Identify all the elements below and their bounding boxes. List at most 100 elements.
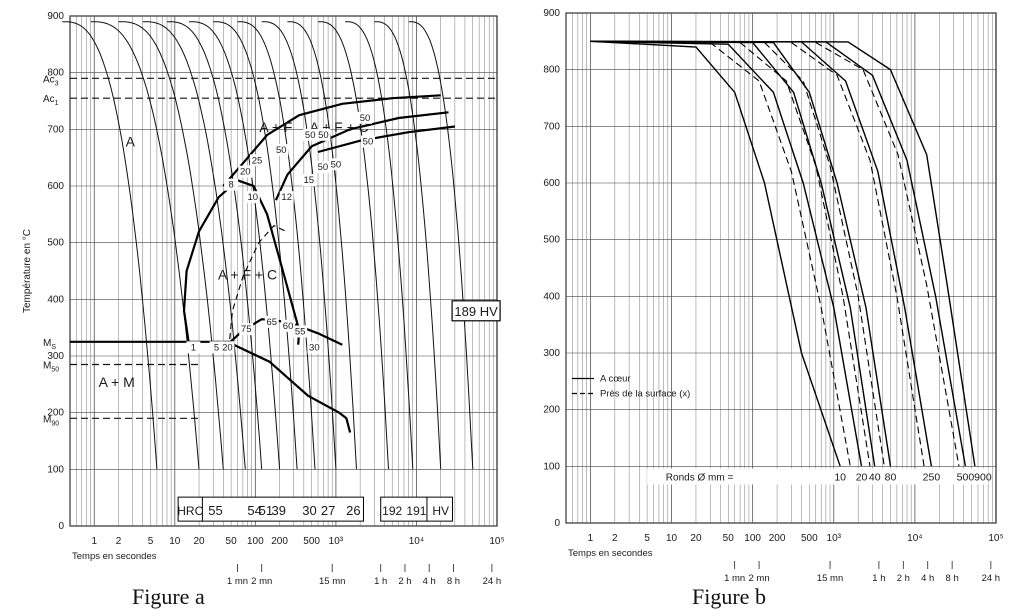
a-transformation-curve-ferrite-start: [222, 94, 441, 187]
a-cooling-curve: [188, 21, 281, 470]
a-y-tick-label: 900: [47, 11, 64, 22]
a-region-label: A + F: [259, 119, 292, 135]
a-hardness-label-bg: [358, 111, 373, 124]
a-cooling-curve: [261, 21, 337, 470]
b-y-tick-label: 300: [543, 348, 560, 359]
b-y-tick-label: 100: [543, 461, 560, 472]
a-x-tick-label: 10⁵: [489, 536, 504, 547]
a-y-tick-label: 200: [47, 408, 64, 419]
a-time-tick-label: 2 mn: [251, 576, 272, 584]
b-time-tick-label: 4 h: [921, 573, 934, 584]
a-hardness-label-bg: [250, 154, 265, 167]
b-legend-entry: Près de la surface (x): [600, 389, 690, 400]
a-hardness-label-bg: [274, 144, 289, 157]
a-hardness-label: 50: [331, 159, 342, 170]
a-hrc-value: 54: [247, 503, 261, 518]
a-hardness-label-bg: [315, 161, 330, 174]
a-region-label: A + F + C: [218, 267, 277, 283]
a-y-tick-label: 100: [47, 464, 64, 475]
a-hardness-label: 50: [276, 145, 287, 156]
a-cooling-curve: [142, 21, 246, 470]
a-hardness-label: 55: [295, 326, 306, 337]
a-transformation-curve-martensite-end: [226, 340, 352, 433]
a-cooling-curve: [62, 21, 158, 470]
b-x-tick-label: 10³: [827, 533, 842, 544]
a-hrc-row-label: HRC: [177, 504, 203, 518]
a-time-tick-label: 2 h: [398, 576, 411, 584]
b-rounds-value: 40: [869, 472, 881, 484]
a-cooling-curve: [317, 21, 389, 470]
a-x-tick-label: 500: [303, 536, 320, 547]
b-y-tick-label: 900: [543, 8, 560, 19]
a-hardness-label-bg: [186, 341, 201, 354]
a-x-tick-label: 10⁴: [409, 536, 424, 547]
b-x-tick-label: 50: [723, 533, 735, 544]
b-y-tick-label: 600: [543, 178, 560, 189]
a-ref-label-Ms: MS: [43, 338, 56, 351]
a-time-tick-label: 4 h: [423, 576, 436, 584]
a-hardness-label-bg: [209, 341, 224, 354]
a-x-tick-label: 5: [148, 536, 154, 547]
b-x-tick-label: 200: [769, 533, 786, 544]
b-rounds-label: Ronds Ø mm =: [666, 473, 734, 484]
a-y-tick-label: 400: [47, 294, 64, 305]
a-hardness-label: 65: [267, 317, 278, 328]
a-hv-row-label: HV: [432, 504, 449, 518]
a-transformation-curve-bainite-inner: [229, 225, 287, 340]
a-hardness-label: 50: [318, 130, 329, 141]
a-boxed-label-frame: [451, 300, 501, 322]
a-x-tick-label: 100: [247, 536, 264, 547]
a-hardness-label: 8: [228, 180, 233, 191]
a-transformation-curve-bainite-nose: [182, 179, 301, 345]
b-rounds-value: 10: [834, 472, 846, 484]
a-x-axis-label: Temps en secondes: [72, 551, 157, 562]
a-cooling-curve: [345, 21, 414, 470]
b-y-tick-label: 200: [543, 405, 560, 416]
a-hv-row-frame: [380, 496, 453, 522]
b-rounds-label-bg: [647, 468, 989, 485]
a-y-tick-label: 700: [47, 124, 64, 135]
a-x-tick-label: 10³: [329, 536, 344, 547]
figure-b-caption: Figure b: [692, 584, 766, 609]
a-transformation-curve-pearlite-end: [317, 125, 456, 154]
a-region-label: A + M: [99, 374, 135, 390]
a-y-tick-label: 0: [58, 521, 64, 532]
a-hardness-label: 50: [305, 130, 316, 141]
b-time-tick-label: 2 mn: [749, 573, 770, 584]
b-x-tick-label: 500: [801, 533, 818, 544]
a-hardness-label: 50: [360, 113, 371, 124]
a-hrc-value: 27: [321, 503, 335, 518]
b-time-tick-label: 24 h: [982, 573, 1001, 584]
a-x-tick-label: 2: [116, 536, 122, 547]
b-series-line: [791, 42, 925, 467]
a-y-tick-label: 500: [47, 238, 64, 249]
b-series-line: [590, 40, 876, 467]
a-x-tick-label: 10: [169, 536, 181, 547]
a-hardness-label-bg: [239, 323, 254, 336]
a-y-tick-label: 800: [47, 68, 64, 79]
a-hrc-value: 30: [302, 503, 316, 518]
a-cooling-curve: [213, 21, 298, 470]
a-ref-label-M50: M50: [43, 361, 59, 374]
b-time-tick-label: 1 mn: [724, 573, 745, 584]
a-x-tick-label: 200: [271, 536, 288, 547]
a-cooling-curve: [90, 21, 200, 470]
a-time-tick-label: 8 h: [447, 576, 460, 584]
b-x-tick-label: 1: [588, 533, 594, 544]
b-time-tick-label: 2 h: [897, 573, 910, 584]
a-hardness-label-bg: [360, 135, 375, 148]
a-hardness-label-bg: [328, 158, 343, 171]
b-rounds-value: 900: [974, 472, 992, 484]
a-hrc-row-frame: [177, 496, 364, 522]
a-hardness-label: 75: [241, 324, 252, 335]
a-hrc-value: 26: [346, 503, 360, 518]
a-hardness-label: 25: [252, 155, 263, 166]
a-time-tick-label: 1 mn: [227, 576, 248, 584]
b-legend-entry: A cœur: [600, 374, 631, 385]
a-cooling-curve: [374, 21, 442, 470]
a-hrc-value: 39: [271, 503, 285, 518]
a-hardness-label: 15: [303, 175, 314, 186]
a-x-tick-label: 50: [226, 536, 238, 547]
a-hardness-label: 50: [363, 137, 374, 148]
